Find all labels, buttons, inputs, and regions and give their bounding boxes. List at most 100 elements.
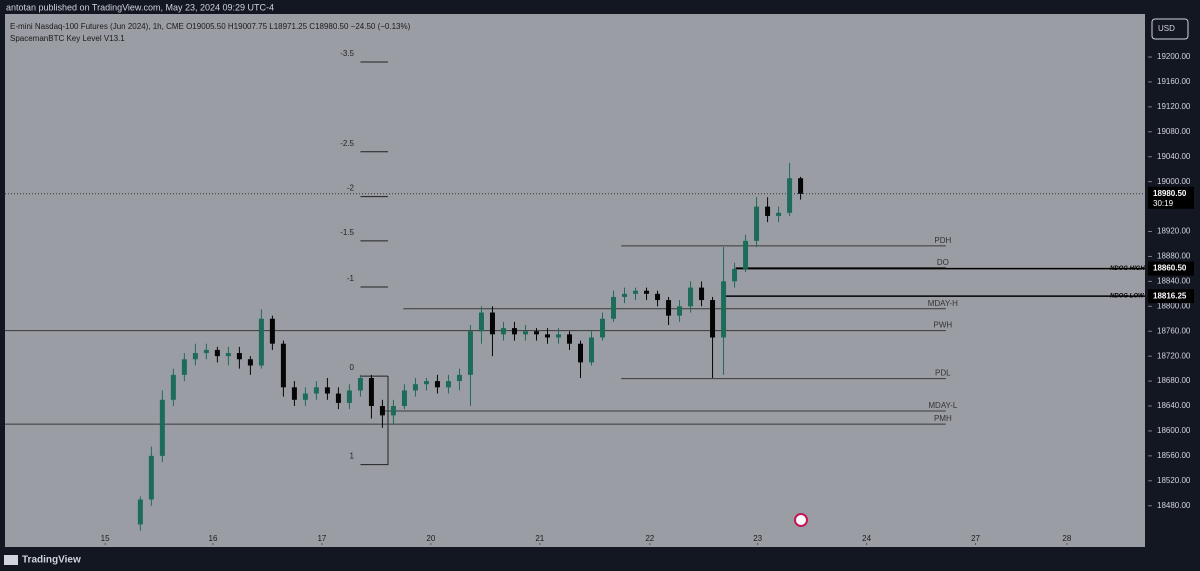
x-tick-label: 15 xyxy=(101,534,110,543)
candle-body xyxy=(258,318,264,366)
countdown: 30:19 xyxy=(1153,199,1174,208)
candle-body xyxy=(203,349,209,354)
indicator: SpacemanBTC Key Level V13.1 xyxy=(10,34,125,43)
x-tick-label: 20 xyxy=(426,534,435,543)
candle-body xyxy=(699,287,705,301)
candle-body xyxy=(511,328,517,335)
candle-body xyxy=(159,399,165,456)
candle-body xyxy=(401,390,407,407)
y-tick-label: 18880.00 xyxy=(1157,252,1191,261)
candle-body xyxy=(765,206,771,216)
ndog-price-box xyxy=(1148,289,1194,304)
candle-body xyxy=(236,353,242,360)
y-tick-label: 18640.00 xyxy=(1157,401,1191,410)
x-tick-label: 21 xyxy=(535,534,544,543)
candle-body xyxy=(611,296,617,319)
candle-body xyxy=(148,455,154,500)
x-tick-label: 23 xyxy=(753,534,762,543)
candle-body xyxy=(600,318,606,338)
fib-label: -2.5 xyxy=(340,139,354,148)
y-tick-label: 19200.00 xyxy=(1157,52,1191,61)
fib-label: -1 xyxy=(347,274,355,283)
level-label: PDL xyxy=(935,369,951,378)
candle-body xyxy=(170,374,176,400)
y-tick-label: 18800.00 xyxy=(1157,301,1191,310)
y-tick-label: 18560.00 xyxy=(1157,451,1191,460)
price-axis xyxy=(1148,14,1200,547)
x-tick-label: 27 xyxy=(971,534,980,543)
ndog-price: 18860.50 xyxy=(1153,264,1187,273)
candle-body xyxy=(754,206,760,241)
candle-body xyxy=(578,343,584,363)
x-tick-label: 24 xyxy=(862,534,871,543)
candle-body xyxy=(181,359,187,375)
candle-body xyxy=(533,331,539,335)
candle-body xyxy=(137,499,143,525)
candle-body xyxy=(467,331,473,375)
candle-body xyxy=(732,268,738,282)
candle-body xyxy=(291,387,297,400)
y-tick-label: 18720.00 xyxy=(1157,351,1191,360)
candle-body xyxy=(666,300,672,316)
x-tick-label: 17 xyxy=(317,534,326,543)
y-tick-label: 18840.00 xyxy=(1157,276,1191,285)
candle-body xyxy=(269,318,275,344)
candle-body xyxy=(412,384,418,391)
y-tick-label: 18480.00 xyxy=(1157,501,1191,510)
candle-body xyxy=(434,381,440,388)
candle-body xyxy=(787,178,793,213)
brand: TradingView xyxy=(22,555,81,566)
ndog-label: NDOG LOW xyxy=(1110,294,1145,300)
candle-body xyxy=(357,377,363,391)
candle-body xyxy=(776,212,782,216)
candle-body xyxy=(710,300,716,338)
currency-box[interactable] xyxy=(1151,18,1189,40)
plot-area xyxy=(5,14,1145,547)
candle-body xyxy=(324,387,330,394)
y-tick-label: 19000.00 xyxy=(1157,177,1191,186)
level-label: PMH xyxy=(934,414,952,423)
ndog-price: 18816.25 xyxy=(1153,291,1187,300)
fib-label: -1.5 xyxy=(340,228,354,237)
level-label: MDAY-H xyxy=(928,299,958,308)
candle-body xyxy=(677,306,683,316)
watermark-icon xyxy=(794,513,808,527)
last-price-box xyxy=(1148,186,1194,209)
candle-body xyxy=(313,387,319,394)
candle-body xyxy=(500,328,506,335)
candle-body xyxy=(688,287,694,307)
candle-body xyxy=(522,331,528,335)
y-tick-label: 19080.00 xyxy=(1157,127,1191,136)
y-tick-label: 18600.00 xyxy=(1157,426,1191,435)
candle-body xyxy=(721,281,727,338)
ndog-label: NDOG HIGH xyxy=(1110,266,1145,272)
level-label: MDAY-L xyxy=(928,401,957,410)
y-tick-label: 19040.00 xyxy=(1157,152,1191,161)
candle-body xyxy=(214,349,220,357)
candle-body xyxy=(379,406,385,416)
candle-body xyxy=(566,334,572,344)
brand-logo xyxy=(4,555,18,565)
x-tick-label: 16 xyxy=(209,534,218,543)
candle-body xyxy=(423,381,429,385)
last-price: 18980.50 xyxy=(1153,189,1187,198)
level-label: PWH xyxy=(933,321,952,330)
candle-body xyxy=(302,393,308,400)
candle-body xyxy=(622,293,628,297)
y-tick-label: 18680.00 xyxy=(1157,376,1191,385)
publisher: antotan published on TradingView.com, Ma… xyxy=(6,2,274,12)
fib-label: -3.5 xyxy=(340,49,354,58)
candle-body xyxy=(445,381,451,388)
candle-body xyxy=(798,178,804,194)
y-tick-label: 18920.00 xyxy=(1157,227,1191,236)
x-tick-label: 28 xyxy=(1062,534,1071,543)
fib-label: 0 xyxy=(350,363,355,372)
candle-body xyxy=(280,343,286,388)
candle-body xyxy=(544,334,550,338)
level-label: PDH xyxy=(934,236,951,245)
candle-body xyxy=(192,353,198,360)
ndog-price-box xyxy=(1148,261,1194,276)
candle-body xyxy=(225,353,231,357)
